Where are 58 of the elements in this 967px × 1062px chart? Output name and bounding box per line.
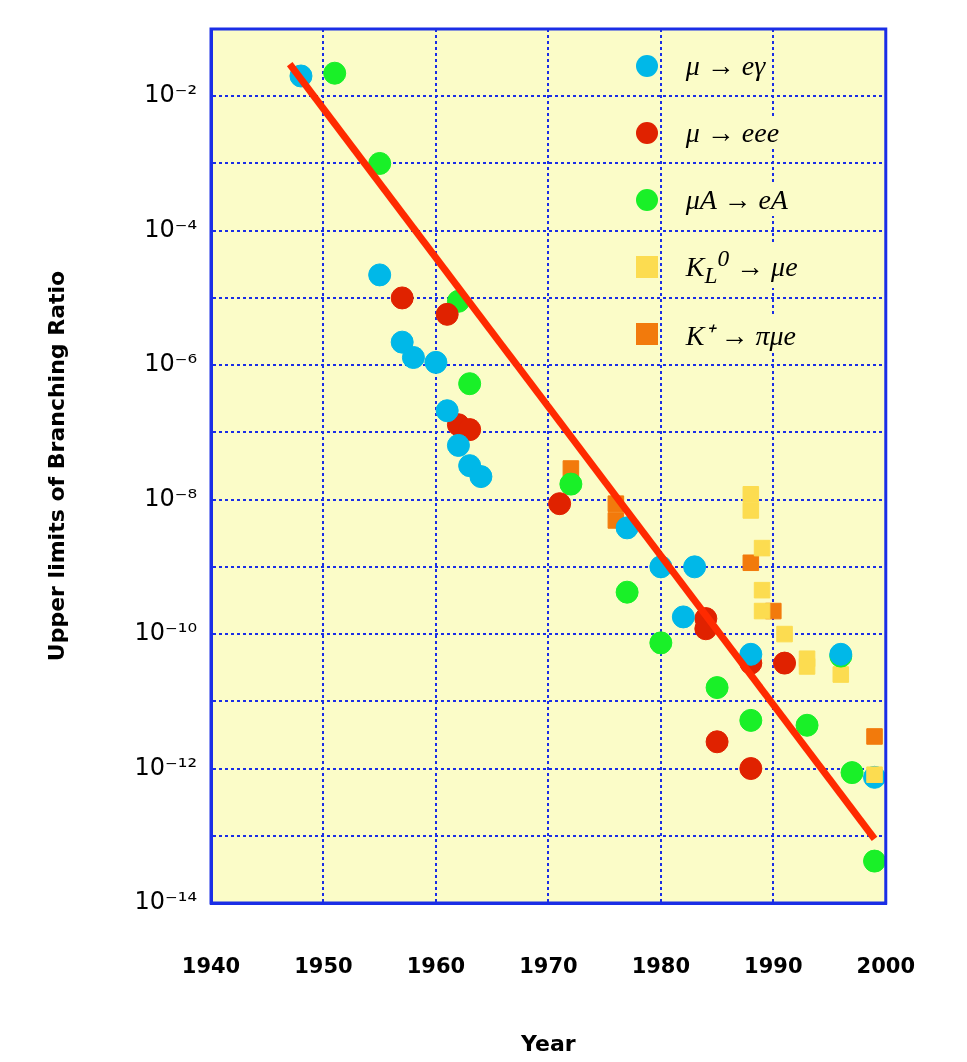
point xyxy=(776,625,793,643)
legend-label: K$_{L}$$^{0}$ → μe xyxy=(683,244,800,289)
point xyxy=(753,539,771,557)
y-tick-label: 10⁻⁴ xyxy=(144,214,197,243)
x-tick-label: 2000 xyxy=(856,954,915,979)
point xyxy=(390,286,414,310)
point xyxy=(863,849,886,873)
point xyxy=(798,658,816,675)
point xyxy=(671,605,695,629)
point xyxy=(401,345,425,369)
point xyxy=(469,465,493,489)
legend-label: K⁺ → πμe xyxy=(683,314,798,353)
point xyxy=(435,302,459,326)
y-axis-title: Upper limits of Branching Ratio xyxy=(43,270,69,662)
point xyxy=(683,555,707,579)
point xyxy=(753,602,771,620)
point xyxy=(753,581,771,599)
point xyxy=(742,502,760,519)
point xyxy=(742,554,760,572)
point xyxy=(548,492,572,516)
point xyxy=(840,761,864,785)
point xyxy=(866,728,883,745)
point xyxy=(458,372,482,396)
x-tick-label: 1970 xyxy=(519,954,578,979)
legend-label: μ → eee xyxy=(683,116,782,149)
x-tick-label: 1940 xyxy=(181,954,241,979)
point xyxy=(649,631,673,655)
point xyxy=(739,708,763,732)
x-tick-label: 1960 xyxy=(406,954,466,979)
y-tick-label: 10⁻² xyxy=(144,80,197,109)
y-tick-label: 10⁻⁸ xyxy=(144,483,197,512)
x-tick-label: 1990 xyxy=(744,954,803,979)
point xyxy=(323,61,347,85)
x-tick-label: 1950 xyxy=(294,954,353,979)
point xyxy=(739,642,763,666)
x-axis-title: Year xyxy=(520,1030,576,1056)
point xyxy=(739,757,763,781)
legend-label: μ → eγ xyxy=(683,49,768,82)
point xyxy=(446,433,470,457)
point xyxy=(773,651,797,675)
y-tick-label: 10⁻¹⁰ xyxy=(134,618,197,647)
legend-label: μA → eA xyxy=(683,183,790,216)
point xyxy=(368,151,392,175)
y-tick-label: 10⁻¹⁴ xyxy=(134,887,197,916)
point xyxy=(424,350,448,374)
point xyxy=(705,730,729,754)
point xyxy=(795,713,819,737)
y-tick-label: 10⁻⁶ xyxy=(144,349,197,378)
x-tick-label: 1980 xyxy=(631,954,691,979)
y-tick-label: 10⁻¹² xyxy=(134,752,197,781)
point xyxy=(832,666,850,683)
point xyxy=(742,486,760,503)
point xyxy=(368,263,392,287)
point xyxy=(615,580,639,604)
point xyxy=(705,676,729,700)
point xyxy=(435,399,459,423)
point xyxy=(559,472,583,496)
point xyxy=(390,330,414,354)
